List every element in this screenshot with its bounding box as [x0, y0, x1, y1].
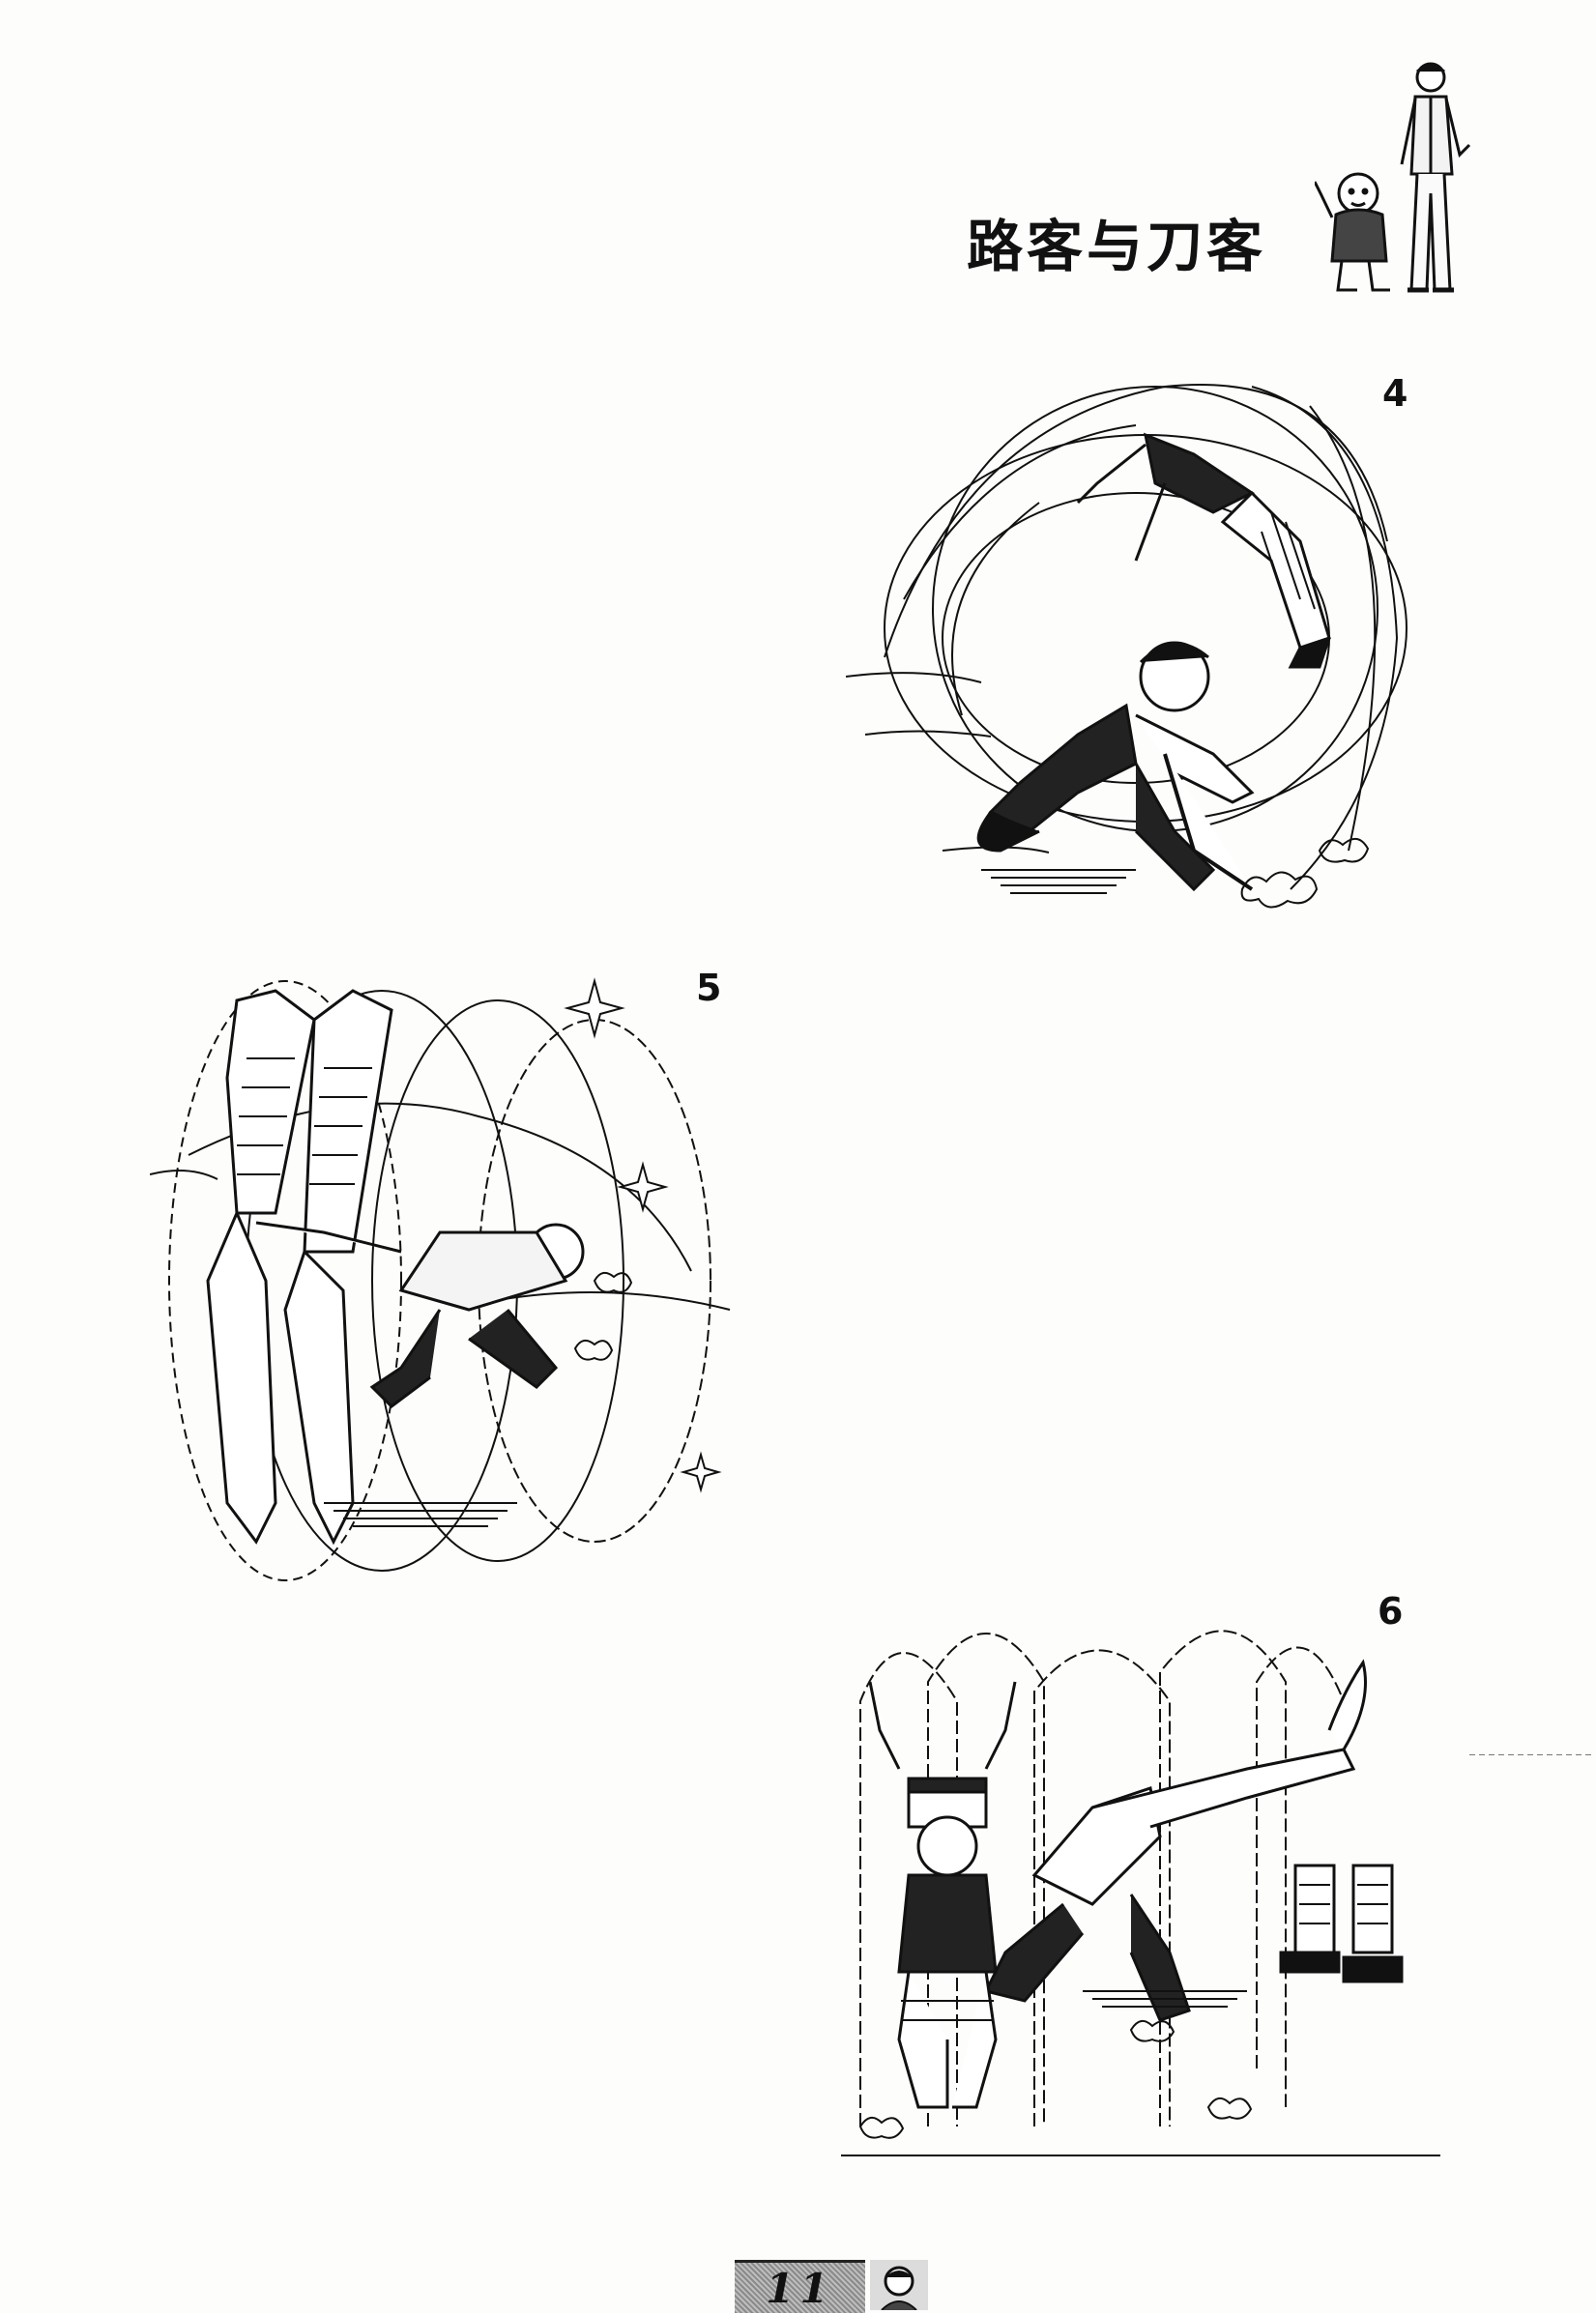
- page-title: 路客与刀客: [967, 214, 1267, 279]
- sword-fight-illustration: [846, 384, 1407, 909]
- aftermath-illustration: [841, 1630, 1440, 2156]
- comic-panel-4: 4: [846, 348, 1445, 947]
- panel-number: 4: [1382, 372, 1408, 415]
- page-number-tab: 11: [735, 2260, 865, 2313]
- two-characters-icon: [1313, 58, 1489, 300]
- whirlwind-illustration: [150, 977, 731, 1581]
- character-face-icon: [870, 2260, 928, 2311]
- page-number: 11: [766, 2264, 834, 2312]
- panel-number: 5: [696, 967, 722, 1009]
- comic-panel-5: 5: [150, 962, 749, 1590]
- comic-panel-6: 6: [841, 1585, 1460, 2165]
- panel-number: 6: [1378, 1590, 1404, 1633]
- stray-line: [1469, 1754, 1595, 1755]
- page-footer: 11: [735, 2252, 933, 2313]
